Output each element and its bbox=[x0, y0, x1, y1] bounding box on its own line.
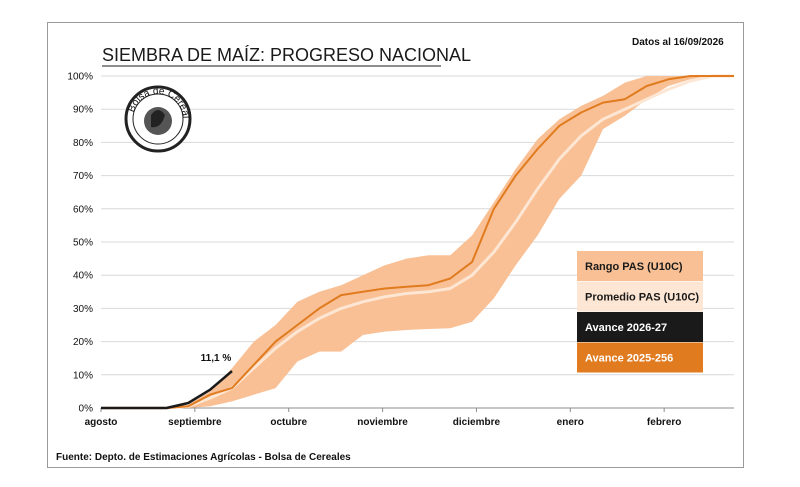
y-tick-label: 100% bbox=[67, 72, 93, 83]
y-tick-label: 60% bbox=[73, 204, 93, 215]
y-tick-label: 10% bbox=[73, 370, 93, 381]
y-tick-label: 0% bbox=[79, 404, 94, 415]
range-band bbox=[101, 76, 734, 408]
y-tick-label: 50% bbox=[73, 238, 93, 249]
x-tick-label: agosto bbox=[85, 417, 118, 428]
x-axis: agosto septiembre octubre noviembre diciembr… bbox=[85, 408, 681, 428]
legend-label: Rango PAS (U10C) bbox=[585, 261, 683, 273]
annotation-label: 11,1 % bbox=[201, 353, 232, 364]
x-tick-label: septiembre bbox=[168, 417, 222, 428]
y-tick-label: 80% bbox=[73, 138, 93, 149]
y-tick-label: 70% bbox=[73, 171, 93, 182]
y-tick-label: 20% bbox=[73, 337, 93, 348]
x-tick-label: febrero bbox=[647, 417, 681, 428]
y-tick-label: 30% bbox=[73, 304, 93, 315]
series-line-2026-27 bbox=[101, 370, 233, 410]
chart-title: SIEMBRA DE MAÍZ: PROGRESO NACIONAL bbox=[102, 45, 471, 65]
legend-swatch bbox=[577, 342, 703, 373]
series-line-average bbox=[101, 74, 734, 410]
legend-label: Avance 2026-27 bbox=[585, 322, 667, 334]
source-note: Fuente: Depto. de Estimaciones Agrícolas… bbox=[56, 452, 351, 463]
x-tick-label: diciembre bbox=[453, 417, 501, 428]
legend-swatch bbox=[577, 281, 703, 312]
date-note: Datos al 16/09/2026 bbox=[632, 37, 724, 48]
legend-swatch bbox=[577, 312, 703, 342]
series-line-2025-256 bbox=[101, 75, 734, 409]
x-tick-label: enero bbox=[557, 417, 584, 428]
y-axis: 0% 10% 20% 30% 40% 50% 60% 70% 80% 90% 100% bbox=[67, 72, 93, 415]
legend-label: Promedio PAS (U10C) bbox=[585, 292, 699, 304]
logo-seal: Bolsa de Cereales bbox=[48, 23, 192, 153]
y-tick-label: 40% bbox=[73, 271, 93, 282]
x-tick-label: octubre bbox=[270, 417, 307, 428]
x-tick-label: noviembre bbox=[357, 417, 408, 428]
legend-label: Avance 2025-256 bbox=[585, 353, 673, 365]
legend-swatch bbox=[577, 251, 703, 281]
y-tick-label: 90% bbox=[73, 105, 93, 116]
legend: Rango PAS (U10C) Promedio PAS (U10C) Avanc… bbox=[577, 251, 703, 373]
plot-area: 11,1 % bbox=[101, 74, 734, 410]
chart-frame: Datos al 16/09/2026 SIEMBRA DE MAÍZ: PRO… bbox=[47, 22, 744, 468]
chart-svg: Datos al 16/09/2026 SIEMBRA DE MAÍZ: PRO… bbox=[48, 23, 734, 463]
